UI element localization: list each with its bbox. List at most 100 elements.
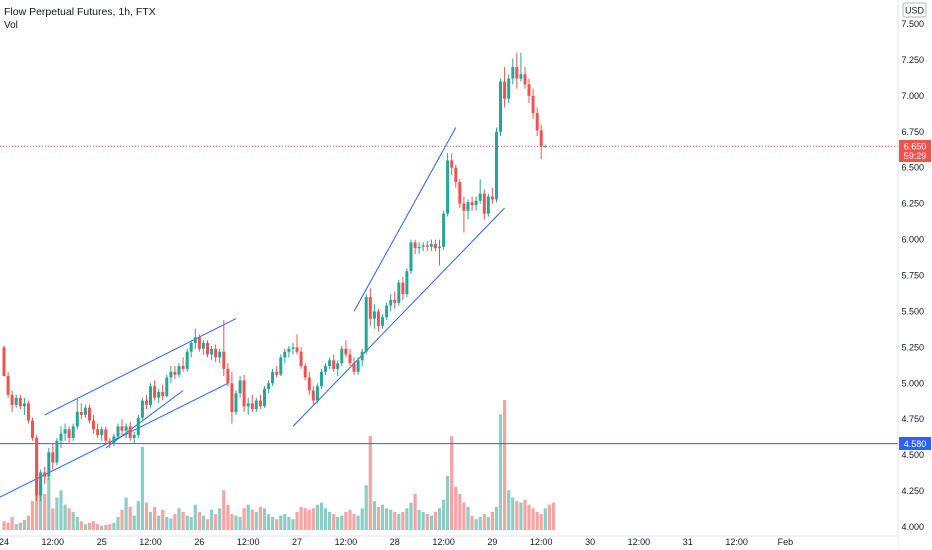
volume-bar	[262, 508, 267, 530]
volume-bar	[222, 490, 226, 530]
volume-bar	[393, 511, 397, 530]
candle	[201, 340, 205, 355]
volume-bar	[144, 502, 149, 530]
candle-body	[299, 351, 303, 367]
candle	[120, 419, 124, 435]
candle-body	[409, 242, 413, 272]
candle	[450, 153, 454, 175]
candle	[364, 294, 368, 355]
volume-bar	[210, 509, 214, 530]
volume-bar	[515, 501, 519, 530]
candle-body	[26, 403, 30, 421]
candle-body	[35, 437, 39, 496]
candle-body	[442, 213, 446, 247]
candle-body	[385, 305, 389, 318]
candle	[96, 423, 100, 438]
candle	[539, 124, 543, 160]
volume-bar	[120, 509, 124, 530]
candle	[59, 426, 63, 448]
candle	[92, 414, 95, 434]
volume-bar	[490, 511, 494, 530]
volume-bar	[474, 519, 478, 530]
candle	[254, 397, 258, 412]
candle	[14, 394, 18, 408]
candle-body	[14, 397, 18, 405]
symbol-title[interactable]: Flow Perpetual Futures, 1h, FTX	[4, 6, 156, 18]
candle	[234, 390, 238, 415]
candle-body	[165, 377, 169, 397]
volume-bar	[55, 497, 59, 530]
volume-bar	[332, 514, 336, 530]
candle	[523, 67, 527, 89]
volume-bar	[43, 493, 47, 530]
volume-bar	[181, 511, 185, 530]
volume-bar	[397, 514, 401, 530]
candle	[466, 199, 470, 220]
candle	[320, 368, 323, 389]
candle	[181, 357, 185, 372]
volume-bar	[234, 515, 238, 530]
price-tick-label: 6.000	[901, 235, 924, 245]
candle	[515, 52, 519, 89]
volume-bar	[63, 504, 67, 530]
candle	[263, 386, 266, 408]
candle-body	[31, 420, 34, 438]
candle-body	[320, 371, 323, 387]
volume-indicator-label[interactable]: Vol	[4, 20, 18, 31]
candle	[429, 239, 433, 252]
candle-body	[470, 202, 474, 206]
trendline[interactable]	[44, 318, 237, 416]
candle	[79, 403, 83, 420]
volume-bar	[242, 508, 246, 530]
candle-body	[515, 67, 519, 79]
candle	[490, 187, 494, 204]
volume-bar	[523, 499, 527, 530]
volume-bar	[275, 519, 279, 530]
trendline[interactable]	[292, 207, 505, 427]
candle	[267, 380, 271, 394]
price-tick-label: 5.500	[901, 306, 924, 316]
candle-body	[421, 245, 425, 247]
volume-bar	[295, 511, 299, 530]
volume-bar	[385, 508, 389, 530]
candle	[332, 354, 336, 372]
candle	[193, 328, 197, 349]
volume-bar	[380, 504, 385, 530]
candle-body	[246, 403, 250, 407]
volume-bar	[148, 511, 153, 530]
candle-body	[108, 440, 112, 444]
trendline[interactable]	[353, 127, 457, 312]
volume-bar	[311, 508, 315, 530]
candle-body	[230, 383, 234, 412]
candle	[218, 348, 222, 364]
candle	[177, 363, 181, 378]
candle-body	[193, 337, 197, 343]
candle	[157, 389, 161, 404]
candle	[409, 239, 413, 275]
candle-body	[271, 371, 275, 384]
candle-body	[429, 243, 433, 247]
volume-bar	[218, 508, 222, 530]
candle-body	[140, 400, 144, 418]
candle	[413, 239, 417, 254]
candle-body	[417, 246, 421, 249]
candle	[271, 368, 275, 387]
trendline[interactable]	[105, 390, 184, 449]
volume-bar	[161, 509, 165, 530]
price-tick-label: 5.000	[901, 378, 924, 388]
volume-bar	[189, 517, 193, 530]
candle	[507, 74, 511, 103]
volume-bar	[478, 517, 482, 530]
volume-bar	[389, 509, 393, 530]
time-axis[interactable]: 24 12:00 25 12:00 26 12:00 27 12:00 28 12:00 29 12:…	[0, 535, 898, 550]
volume-bar	[454, 486, 458, 530]
candle-body	[10, 394, 14, 405]
volume-bar	[201, 515, 205, 530]
trendlines-layer[interactable]	[0, 127, 505, 502]
candle	[140, 397, 144, 421]
candle	[149, 383, 152, 408]
price-axis[interactable]: USD 7.500 7.250 7.000 6.750 6.500 6.250 6.000 5…	[897, 0, 932, 550]
candle-body	[291, 347, 295, 349]
candle	[206, 340, 209, 358]
